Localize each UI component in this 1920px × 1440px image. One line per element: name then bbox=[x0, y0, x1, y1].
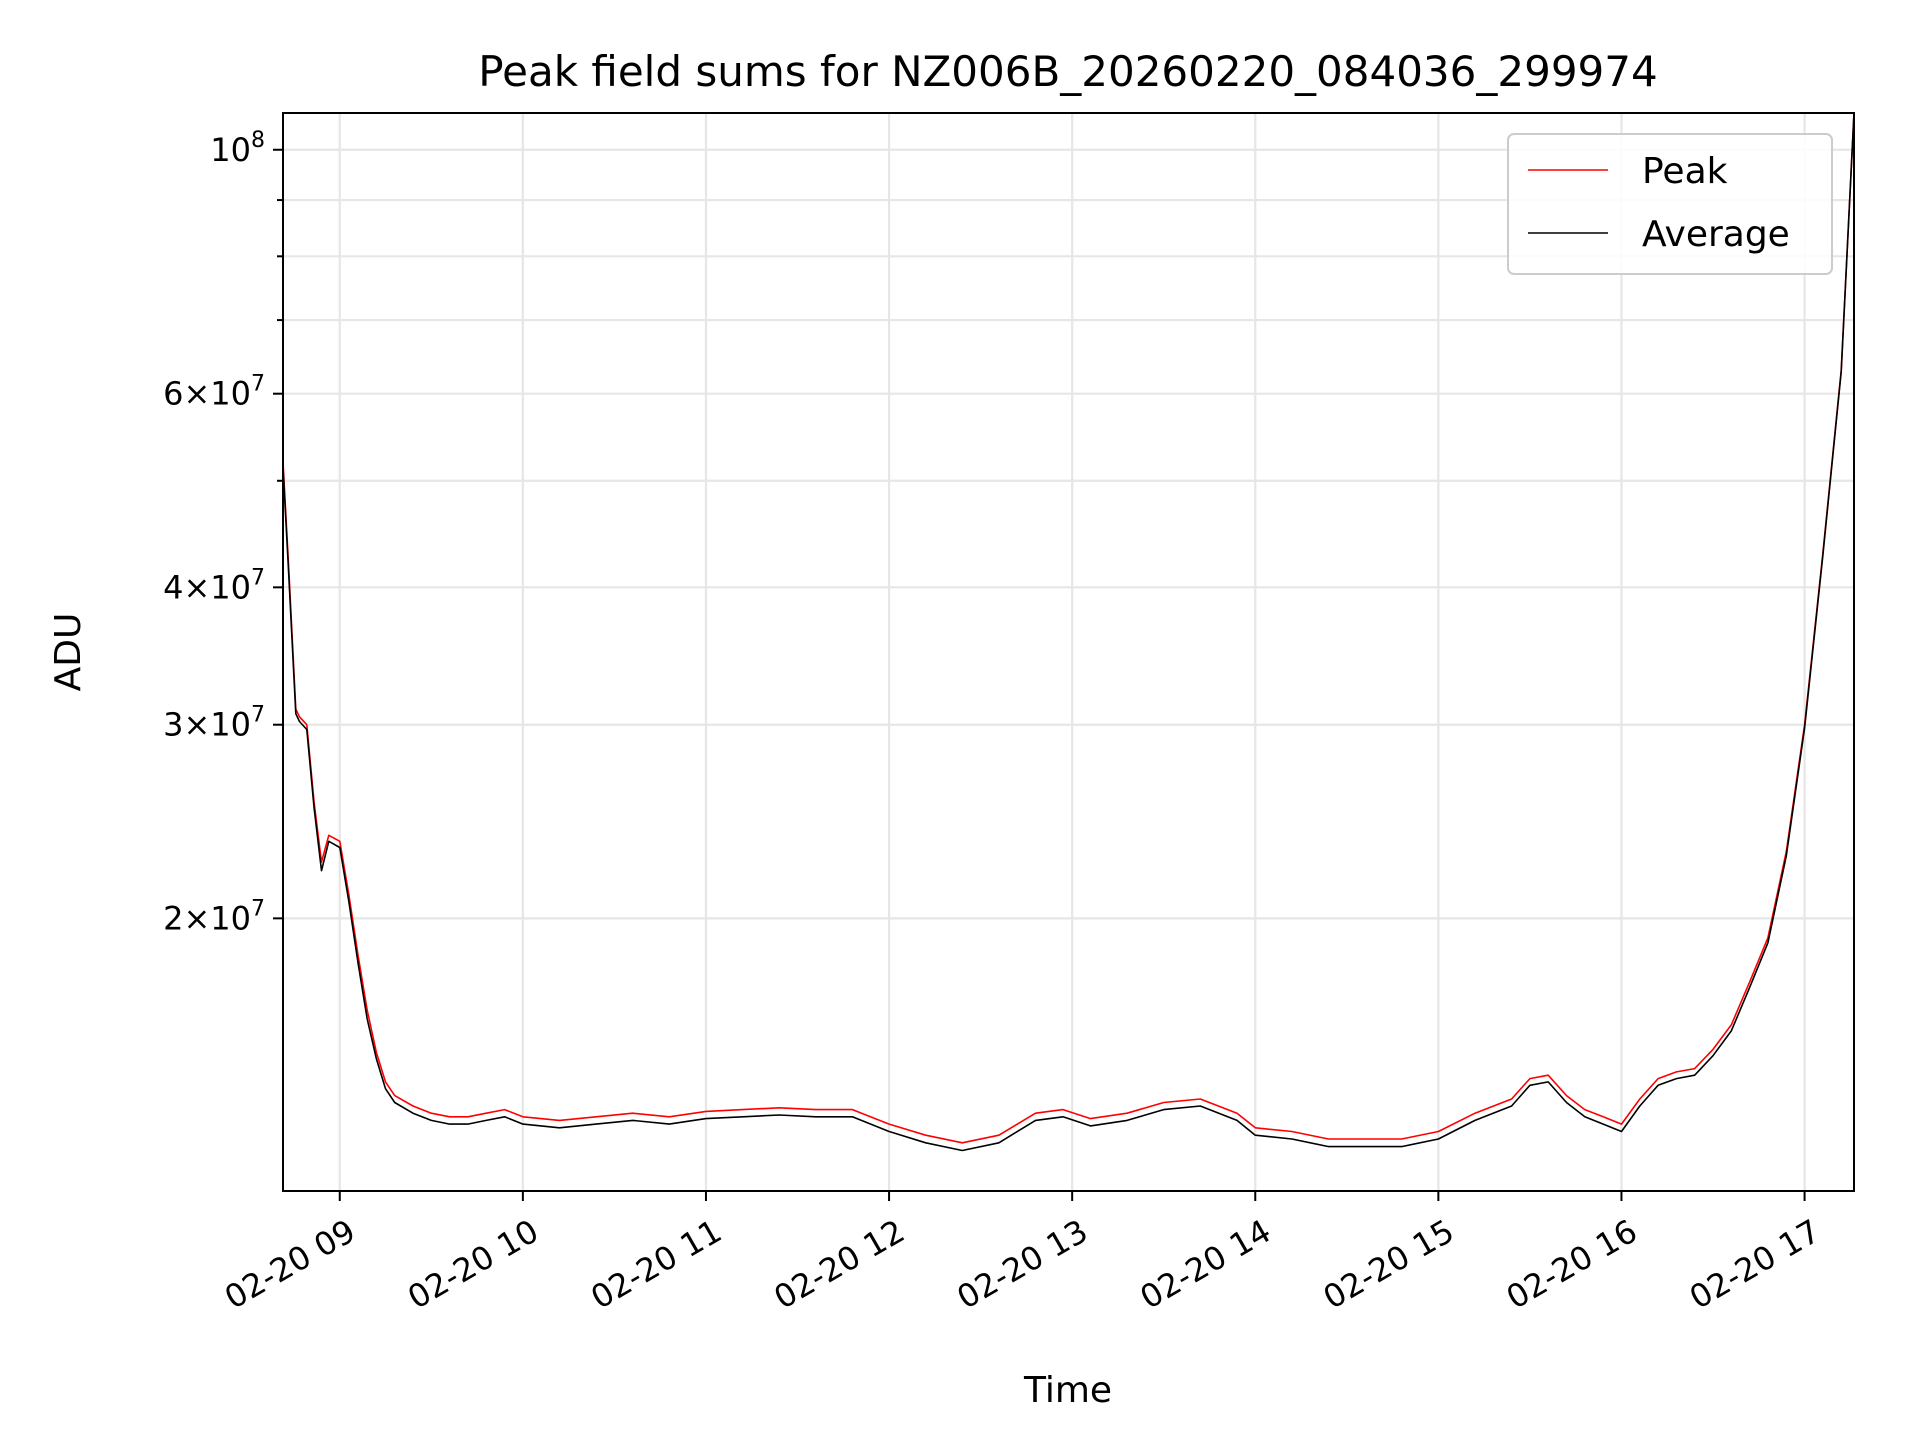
series-layer bbox=[282, 112, 1855, 1152]
legend: Peak Average bbox=[1507, 133, 1833, 275]
x-tick-label: 02-20 13 bbox=[951, 1212, 1095, 1317]
plot-frame bbox=[282, 112, 1855, 1192]
x-tick-label: 02-20 16 bbox=[1500, 1212, 1644, 1317]
y-tick-label: 3×107 bbox=[163, 703, 265, 744]
y-tick-exponent: 7 bbox=[251, 565, 265, 590]
y-tick-exponent: 8 bbox=[251, 128, 265, 153]
legend-peak-label: Peak bbox=[1642, 151, 1728, 192]
series-line-average bbox=[282, 112, 1855, 1152]
legend-box bbox=[1507, 133, 1833, 275]
y-tick-label: 2×107 bbox=[163, 896, 265, 937]
y-tick-label: 108 bbox=[210, 128, 265, 169]
x-tick-label: 02-20 12 bbox=[767, 1212, 911, 1317]
axis-ticks: 02-20 09 02-20 10 02-20 11 02-20 12 02-20 13… bbox=[163, 128, 1826, 1317]
x-axis-label: Time bbox=[1023, 1370, 1112, 1411]
y-tick-exponent: 7 bbox=[251, 703, 265, 728]
y-tick-label: 4×107 bbox=[163, 565, 265, 606]
y-tick-base: 4×10 bbox=[163, 568, 251, 606]
x-tick-label: 02-20 17 bbox=[1683, 1212, 1827, 1317]
x-tick-label: 02-20 11 bbox=[584, 1212, 728, 1317]
series-line-peak bbox=[282, 112, 1855, 1144]
legend-average-label: Average bbox=[1642, 214, 1790, 255]
y-tick-base: 6×10 bbox=[163, 375, 251, 413]
y-tick-exponent: 7 bbox=[251, 896, 265, 921]
chart-title: Peak field sums for NZ006B_20260220_0840… bbox=[478, 47, 1657, 96]
x-tick-label: 02-20 10 bbox=[401, 1212, 545, 1317]
x-tick-label: 02-20 09 bbox=[218, 1212, 362, 1317]
y-tick-base: 2×10 bbox=[163, 899, 251, 937]
y-tick-base: 3×10 bbox=[163, 706, 251, 744]
y-tick-base: 10 bbox=[210, 131, 251, 169]
y-tick-label: 6×107 bbox=[163, 372, 265, 413]
y-axis-label: ADU bbox=[48, 613, 89, 692]
x-tick-label: 02-20 15 bbox=[1317, 1212, 1461, 1317]
y-tick-exponent: 7 bbox=[251, 372, 265, 397]
x-tick-label: 02-20 14 bbox=[1134, 1212, 1278, 1317]
